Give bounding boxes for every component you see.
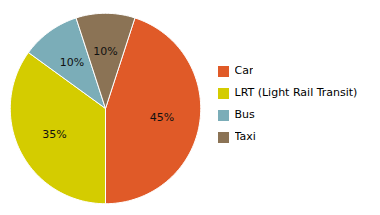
html-text:Taxi: Taxi <box>234 129 256 143</box>
svg-text:10%: 10% <box>60 55 84 68</box>
html-text:Bus: Bus <box>234 107 255 121</box>
svg-text:35%: 35% <box>42 127 66 140</box>
html-text:Car: Car <box>234 64 254 77</box>
html-text:LRT (Light Rail Transit): LRT (Light Rail Transit) <box>234 85 358 99</box>
svg-text:45%: 45% <box>150 110 174 123</box>
svg-text:10%: 10% <box>93 44 117 57</box>
